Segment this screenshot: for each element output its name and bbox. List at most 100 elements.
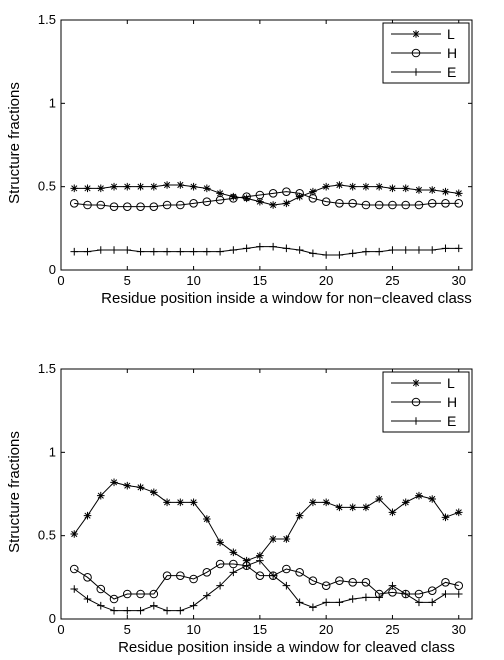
data-point-H <box>162 571 172 580</box>
data-point-L <box>375 495 383 503</box>
y-tick-label: 0 <box>49 262 56 277</box>
data-point-H <box>202 568 212 577</box>
data-point-E <box>123 246 132 254</box>
x-tick-label: 30 <box>452 273 466 288</box>
data-point-E <box>335 598 344 607</box>
data-point-E <box>216 247 224 256</box>
data-point-L <box>70 184 79 193</box>
data-point-H <box>255 571 265 580</box>
legend-label-H: H <box>447 394 457 410</box>
data-point-H <box>96 584 106 594</box>
data-point-E <box>150 247 158 256</box>
data-point-L <box>441 187 450 196</box>
data-point-L <box>242 194 251 203</box>
legend: LHE <box>382 22 470 84</box>
data-point-L <box>229 192 238 201</box>
y-tick-label: 1.5 <box>38 12 56 27</box>
data-point-E <box>348 249 357 258</box>
x-tick-label: 25 <box>385 622 399 637</box>
data-point-E <box>441 244 450 253</box>
data-point-L <box>362 182 370 191</box>
data-point-L <box>189 182 198 191</box>
x-tick-label: 0 <box>57 273 64 288</box>
data-point-L <box>428 186 437 194</box>
data-point-H <box>427 199 437 208</box>
data-point-H <box>136 202 145 211</box>
legend-marker-H <box>411 48 421 58</box>
y-tick-label: 0.5 <box>38 528 56 543</box>
data-point-H <box>96 200 106 210</box>
series-H <box>69 559 464 604</box>
data-point-L <box>110 182 118 191</box>
data-point-E <box>83 247 92 256</box>
data-point-L <box>150 182 158 191</box>
data-point-E <box>401 246 410 254</box>
data-point-L <box>282 199 291 208</box>
data-point-L <box>309 187 317 196</box>
data-point-H <box>308 194 318 203</box>
series-L <box>70 478 463 565</box>
data-point-H <box>321 581 331 590</box>
data-point-E <box>309 603 317 612</box>
data-point-H <box>361 200 371 210</box>
data-point-E <box>136 247 145 256</box>
data-point-H <box>229 559 238 569</box>
plot-frame <box>60 19 473 271</box>
series-line-E <box>73 560 459 612</box>
data-point-L <box>123 481 132 490</box>
data-point-H <box>83 573 92 582</box>
data-point-E <box>322 598 330 607</box>
data-point-L <box>401 184 410 193</box>
data-point-L <box>189 498 198 507</box>
series-line-H <box>73 563 459 600</box>
data-point-L <box>415 491 423 500</box>
x-axis-label: Residue position inside a window for cle… <box>118 639 455 656</box>
x-axis-label: Residue position inside a window for non… <box>101 290 472 307</box>
data-point-E <box>375 247 383 256</box>
data-point-E <box>176 247 185 256</box>
data-point-H <box>69 199 79 208</box>
data-point-H <box>282 187 291 196</box>
data-point-L <box>282 535 291 543</box>
x-tick-label: 25 <box>385 273 399 288</box>
data-point-L <box>216 538 224 547</box>
data-point-H <box>268 189 278 198</box>
data-point-E <box>123 606 132 615</box>
data-point-H <box>454 199 464 208</box>
data-point-L <box>309 498 317 507</box>
data-point-H <box>374 200 384 210</box>
data-point-L <box>348 503 357 512</box>
data-point-H <box>189 574 198 584</box>
legend-marker-L <box>412 379 420 387</box>
data-point-E <box>229 568 238 577</box>
x-tick-label: 15 <box>253 622 267 637</box>
series-E <box>70 242 463 259</box>
data-point-H <box>414 200 424 210</box>
y-tick-label: 1 <box>49 444 56 459</box>
data-point-E <box>335 251 344 259</box>
y-tick-label: 0.5 <box>38 179 56 194</box>
y-tick-label: 1.5 <box>38 361 56 376</box>
data-point-E <box>203 247 211 256</box>
legend-marker-H <box>411 397 421 407</box>
y-tick-label: 0 <box>49 611 56 626</box>
data-point-H <box>308 576 318 585</box>
data-point-E <box>163 247 171 256</box>
x-tick-label: 10 <box>186 622 200 637</box>
data-point-H <box>414 589 424 599</box>
data-point-L <box>388 184 397 193</box>
data-point-H <box>122 202 132 211</box>
plot-frame <box>60 368 473 620</box>
data-point-E <box>295 246 304 254</box>
data-point-L <box>335 181 344 189</box>
x-tick-label: 0 <box>57 622 64 637</box>
data-point-H <box>109 594 119 604</box>
data-point-E <box>415 598 423 607</box>
data-point-E <box>70 585 79 593</box>
data-point-H <box>109 202 119 211</box>
data-point-E <box>428 598 437 607</box>
data-point-H <box>348 578 357 587</box>
data-point-H <box>176 571 185 580</box>
data-point-L <box>70 530 79 538</box>
